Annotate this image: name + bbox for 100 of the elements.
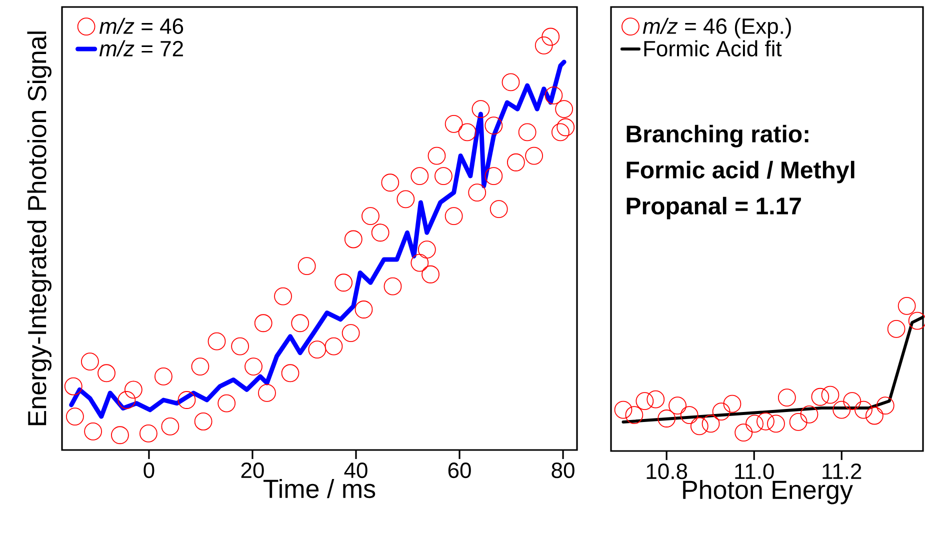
point <box>208 332 226 350</box>
point <box>111 426 129 444</box>
point <box>324 337 343 356</box>
x-axis-title: Photon Energy <box>683 480 853 504</box>
point <box>298 257 316 276</box>
point <box>428 146 446 165</box>
point <box>556 118 575 136</box>
point <box>690 417 708 436</box>
point <box>371 224 390 242</box>
point <box>680 406 698 424</box>
point <box>658 410 676 428</box>
x-tick-label: 10.8 <box>646 464 688 480</box>
point <box>544 86 563 104</box>
point <box>832 400 851 419</box>
x-tick-label: 11.0 <box>735 464 774 480</box>
point <box>218 394 236 412</box>
point <box>342 324 360 342</box>
point <box>646 390 665 408</box>
point <box>723 394 742 413</box>
point <box>354 300 373 318</box>
point <box>468 184 486 202</box>
point <box>518 123 536 142</box>
point <box>274 287 292 306</box>
point <box>381 174 400 192</box>
point <box>410 254 429 272</box>
point <box>410 167 429 185</box>
point <box>854 400 872 419</box>
point <box>506 153 525 172</box>
text: Branching ratio: <box>626 124 808 148</box>
point <box>362 207 380 226</box>
legend-label: m/z = 72 <box>99 40 183 56</box>
x-tick-label: 80 <box>552 462 574 478</box>
point <box>194 412 212 430</box>
point <box>444 114 463 133</box>
point <box>444 207 463 226</box>
point <box>800 405 818 424</box>
point <box>789 413 808 431</box>
point <box>811 388 830 406</box>
point <box>908 312 925 330</box>
point <box>843 392 862 410</box>
point <box>865 406 884 425</box>
point <box>161 417 180 436</box>
point <box>84 422 102 440</box>
legend-label: m/z = 46 <box>99 18 184 34</box>
point <box>898 296 916 315</box>
point <box>384 277 402 296</box>
x-tick-label: 0 <box>144 462 154 478</box>
point <box>231 337 250 356</box>
point <box>422 265 440 284</box>
point <box>472 100 490 118</box>
point <box>124 380 142 399</box>
x-tick-label: 20 <box>241 462 264 478</box>
point <box>767 414 785 433</box>
point <box>636 392 654 410</box>
point <box>334 274 353 292</box>
point <box>490 200 508 218</box>
point <box>344 230 362 248</box>
point <box>887 320 906 338</box>
point <box>396 190 415 208</box>
point <box>534 36 553 54</box>
point <box>139 424 158 442</box>
point <box>756 412 774 430</box>
point <box>98 364 116 382</box>
point <box>308 340 326 359</box>
point <box>734 424 753 442</box>
point <box>778 388 796 407</box>
x-tick-label: 11.2 <box>822 464 862 479</box>
point <box>244 358 262 376</box>
point <box>484 116 503 135</box>
point <box>254 314 272 332</box>
point <box>746 414 764 433</box>
point <box>484 167 503 185</box>
point <box>191 358 210 376</box>
point <box>525 146 543 165</box>
point <box>502 73 520 92</box>
point <box>712 402 730 420</box>
legend-label: m/z = 46 (Exp.) <box>642 18 791 38</box>
point <box>552 123 570 142</box>
point <box>154 367 172 386</box>
point <box>291 314 310 332</box>
point <box>178 391 196 409</box>
point <box>821 386 840 404</box>
point <box>614 400 632 419</box>
y-axis-title: Energy-Integrated Photoion Signal <box>27 32 52 426</box>
x-axis-title: Time / ms <box>264 478 376 498</box>
point <box>64 377 82 396</box>
point <box>876 396 894 415</box>
x-tick-label: 40 <box>344 462 368 478</box>
point <box>281 364 300 382</box>
point <box>542 28 560 46</box>
point <box>418 240 436 259</box>
x-tick-label: 60 <box>448 462 471 478</box>
point <box>625 406 644 424</box>
point <box>555 100 574 118</box>
text: Formic acid / Methyl <box>626 160 854 184</box>
text: Propanal = 1.17 <box>626 196 801 220</box>
point <box>434 167 452 185</box>
point <box>258 384 276 402</box>
point <box>66 408 84 426</box>
point <box>702 414 720 433</box>
